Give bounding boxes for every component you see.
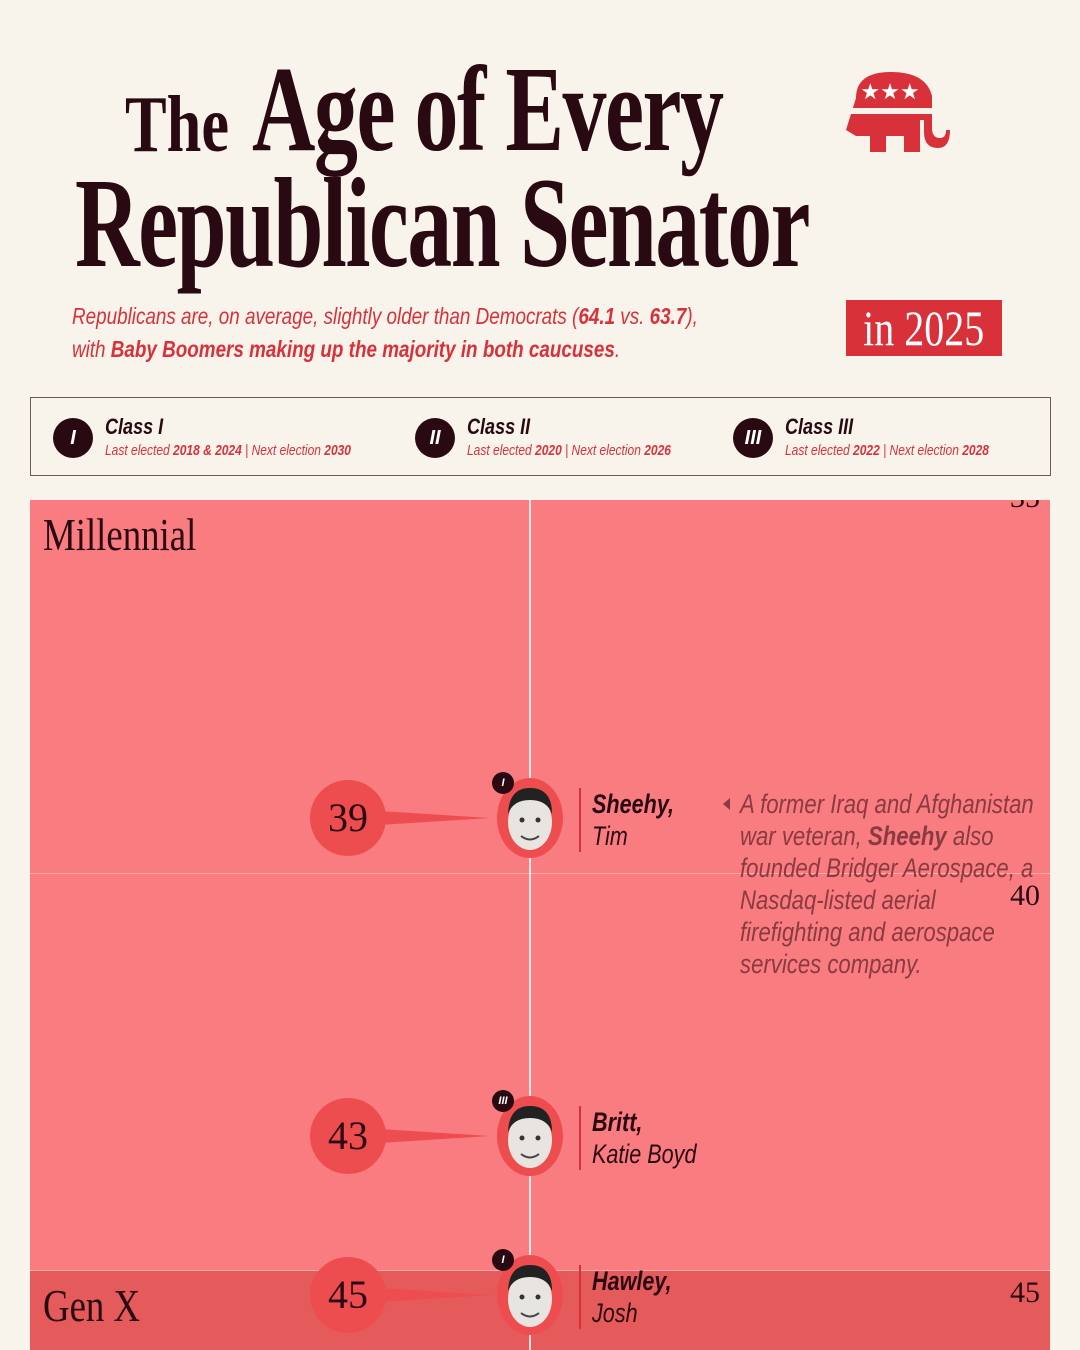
age-pointer xyxy=(380,1288,490,1302)
senator-name: Sheehy, Tim xyxy=(579,788,695,852)
annotation: A former Iraq and Afghanistan war vetera… xyxy=(740,789,1034,979)
legend-name: Class III xyxy=(785,414,854,439)
senator-last-name: Sheehy, xyxy=(592,789,675,819)
senator-last-name: Britt, xyxy=(592,1107,643,1137)
title-the: The xyxy=(125,81,230,169)
legend-name: Class I xyxy=(105,414,164,439)
senator-first-name: Katie Boyd xyxy=(592,1139,697,1169)
svg-text:★★★: ★★★ xyxy=(860,80,919,105)
tick-label: 45 xyxy=(1010,1276,1040,1309)
age-circle: 39 xyxy=(310,780,386,856)
title-line-1: Age of Every xyxy=(252,42,724,177)
age-axis-line xyxy=(529,500,531,1350)
legend-name: Class II xyxy=(467,414,531,439)
class-badge: III xyxy=(492,1090,514,1112)
senator-first-name: Tim xyxy=(592,821,628,851)
generation-label: Millennial xyxy=(43,509,197,560)
title-line-2: Republican Senator xyxy=(75,152,810,294)
class-legend: I Class I Last elected 2018 & 2024 | Nex… xyxy=(30,397,1051,476)
legend-info: Last elected 2022 | Next election 2028 xyxy=(785,442,989,459)
legend-info: Last elected 2020 | Next election 2026 xyxy=(467,442,671,459)
year-badge: in 2025 xyxy=(846,300,1002,356)
class-3-badge: III xyxy=(733,418,773,458)
class-badge: I xyxy=(492,1249,514,1271)
republican-elephant-icon: ★★★ xyxy=(846,72,950,152)
gridline xyxy=(30,872,1050,874)
senator-name: Hawley, Josh xyxy=(579,1265,692,1329)
subtitle: Republicans are, on average, slightly ol… xyxy=(72,303,698,362)
senator-first-name: Josh xyxy=(592,1298,638,1328)
legend-info: Last elected 2018 & 2024 | Next election… xyxy=(105,442,351,459)
class-1-badge: I xyxy=(53,418,93,458)
portrait-icon xyxy=(497,778,563,858)
age-pointer xyxy=(380,811,490,825)
tick-label: 40 xyxy=(1010,878,1040,912)
age-circle: 45 xyxy=(310,1257,386,1333)
generation-label: Gen X xyxy=(43,1280,141,1332)
senator-last-name: Hawley, xyxy=(592,1266,672,1296)
generation-band: Millennial xyxy=(30,500,1050,1350)
senator-name: Britt, Katie Boyd xyxy=(579,1106,723,1170)
tick-label: 35 xyxy=(1010,500,1040,515)
age-pointer xyxy=(380,1129,490,1143)
portrait-icon xyxy=(497,1255,563,1335)
age-circle: 43 xyxy=(310,1098,386,1174)
annotation-arrow-icon xyxy=(723,798,730,810)
class-2-badge: II xyxy=(415,418,455,458)
class-badge: I xyxy=(492,772,514,794)
